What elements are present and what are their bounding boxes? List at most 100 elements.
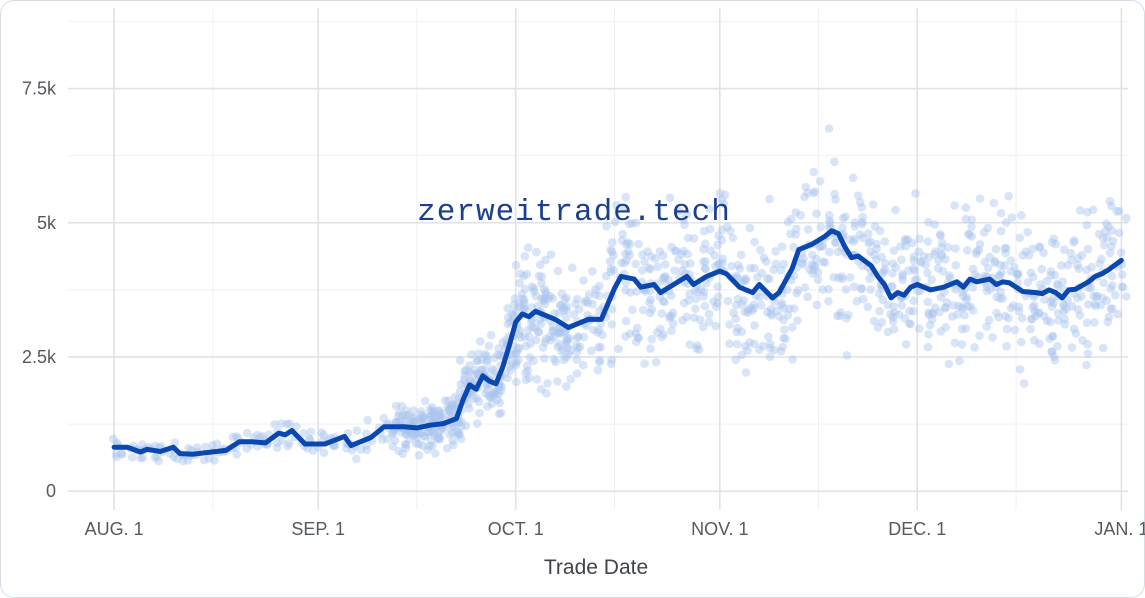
data-point (510, 294, 520, 303)
data-point (1099, 240, 1109, 250)
data-point (582, 321, 591, 331)
data-point (490, 389, 500, 399)
data-point (765, 194, 774, 204)
data-point (970, 343, 979, 352)
data-point (444, 404, 454, 414)
data-point (658, 274, 668, 284)
data-point (858, 212, 867, 222)
data-point (631, 329, 641, 338)
data-point (514, 356, 523, 365)
data-point (589, 325, 598, 335)
data-point (428, 428, 438, 437)
data-point (750, 263, 759, 273)
data-point (170, 438, 180, 447)
data-point (1001, 248, 1010, 258)
data-point (527, 282, 537, 291)
data-point (891, 205, 900, 215)
data-point (430, 431, 439, 440)
data-point (935, 230, 945, 239)
data-point (1070, 236, 1079, 245)
data-point (780, 325, 789, 334)
data-point (1047, 302, 1057, 311)
data-point (779, 333, 788, 343)
data-point (818, 241, 828, 251)
data-point (571, 299, 580, 309)
data-point (1073, 260, 1082, 270)
data-point (1066, 248, 1076, 258)
data-point (1067, 255, 1076, 265)
data-point (1026, 324, 1035, 334)
data-point (909, 252, 919, 262)
data-point (666, 291, 676, 300)
data-point (533, 327, 543, 337)
data-point (664, 275, 673, 285)
data-point (1057, 261, 1066, 270)
data-point (917, 258, 926, 267)
data-point (836, 308, 845, 317)
data-point (765, 352, 775, 362)
data-point (1096, 300, 1106, 310)
data-point (808, 250, 817, 260)
data-point (1034, 309, 1043, 318)
data-point (317, 428, 326, 438)
data-point (409, 417, 419, 427)
data-point (645, 308, 655, 318)
data-point (285, 419, 294, 429)
data-point (886, 309, 895, 319)
data-point (1101, 227, 1110, 236)
data-point (1042, 316, 1052, 326)
data-point (508, 350, 518, 359)
data-point (494, 344, 503, 353)
data-point (729, 308, 738, 318)
data-point (983, 223, 993, 233)
data-point (534, 327, 544, 337)
data-point (791, 230, 800, 239)
data-point (749, 304, 759, 313)
data-point (607, 247, 617, 257)
data-point (877, 318, 887, 327)
data-point (1000, 244, 1010, 253)
data-point (1014, 306, 1024, 316)
data-point (914, 247, 923, 256)
data-point (786, 214, 796, 224)
data-point (968, 306, 978, 315)
data-point (891, 263, 901, 272)
data-point (763, 307, 772, 317)
data-point (520, 298, 529, 308)
data-point (574, 305, 584, 314)
data-point (543, 379, 552, 388)
data-point (1062, 304, 1071, 314)
data-point (112, 449, 121, 458)
data-point (832, 311, 842, 321)
data-point (601, 271, 611, 281)
data-point (200, 455, 209, 465)
data-point (900, 314, 910, 323)
data-point (1073, 305, 1083, 314)
data-point (561, 313, 571, 322)
data-point (809, 265, 818, 275)
data-point (362, 445, 372, 455)
data-point (512, 377, 521, 387)
data-point (541, 287, 550, 297)
data-point (670, 246, 680, 256)
data-point (984, 315, 994, 325)
data-point (717, 225, 727, 235)
data-point (925, 320, 935, 330)
data-point (647, 334, 656, 344)
data-point (696, 285, 706, 295)
data-point (253, 430, 262, 440)
data-point (765, 274, 774, 284)
data-point (596, 343, 605, 352)
data-point (841, 285, 851, 294)
data-point (1082, 207, 1092, 217)
data-point (1046, 270, 1056, 280)
data-point (759, 253, 769, 263)
data-point (416, 416, 426, 426)
data-point (444, 396, 453, 405)
data-point (798, 258, 807, 267)
data-point (699, 292, 708, 301)
data-point (941, 323, 950, 332)
data-point (625, 329, 635, 339)
data-point (667, 311, 676, 321)
data-point (621, 316, 631, 326)
